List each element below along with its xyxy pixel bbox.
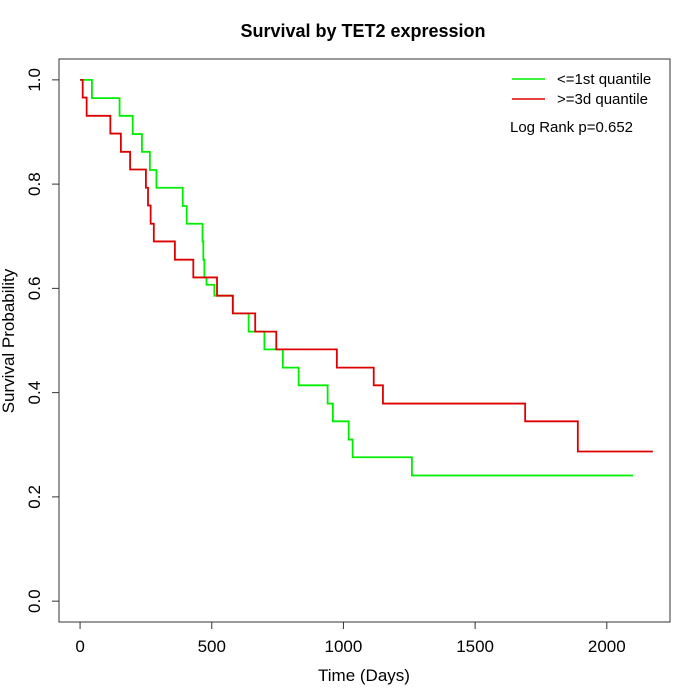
y-tick-label: 0.0 (25, 589, 44, 613)
x-axis: 0 500 1000 1500 2000 (75, 621, 626, 656)
series-line-high-quantile (80, 78, 653, 453)
y-tick-label: 0.8 (25, 172, 44, 196)
log-rank-annotation: Log Rank p=0.652 (510, 119, 633, 136)
y-tick-label: 1.0 (25, 68, 44, 92)
x-tick-label: 1000 (325, 637, 363, 656)
y-tick-label: 0.4 (25, 381, 44, 405)
plot-frame (58, 58, 671, 623)
y-axis-label: Survival Probability (0, 268, 18, 413)
legend-label-low: <=1st quantile (557, 71, 651, 88)
legend: <=1st quantile >=3d quantile Log Rank p=… (510, 71, 651, 136)
x-tick-label: 2000 (588, 637, 626, 656)
y-axis: 0.0 0.2 0.4 0.6 0.8 1.0 (25, 68, 60, 613)
series-layer (80, 78, 653, 477)
series-line-low-quantile (80, 78, 634, 477)
x-tick-label: 1500 (456, 637, 494, 656)
x-tick-label: 0 (75, 637, 84, 656)
legend-label-high: >=3d quantile (557, 91, 648, 108)
x-tick-label: 500 (198, 637, 226, 656)
y-tick-label: 0.2 (25, 485, 44, 509)
x-axis-label: Time (Days) (318, 666, 410, 685)
chart-title: Survival by TET2 expression (240, 21, 485, 41)
y-tick-label: 0.6 (25, 277, 44, 301)
